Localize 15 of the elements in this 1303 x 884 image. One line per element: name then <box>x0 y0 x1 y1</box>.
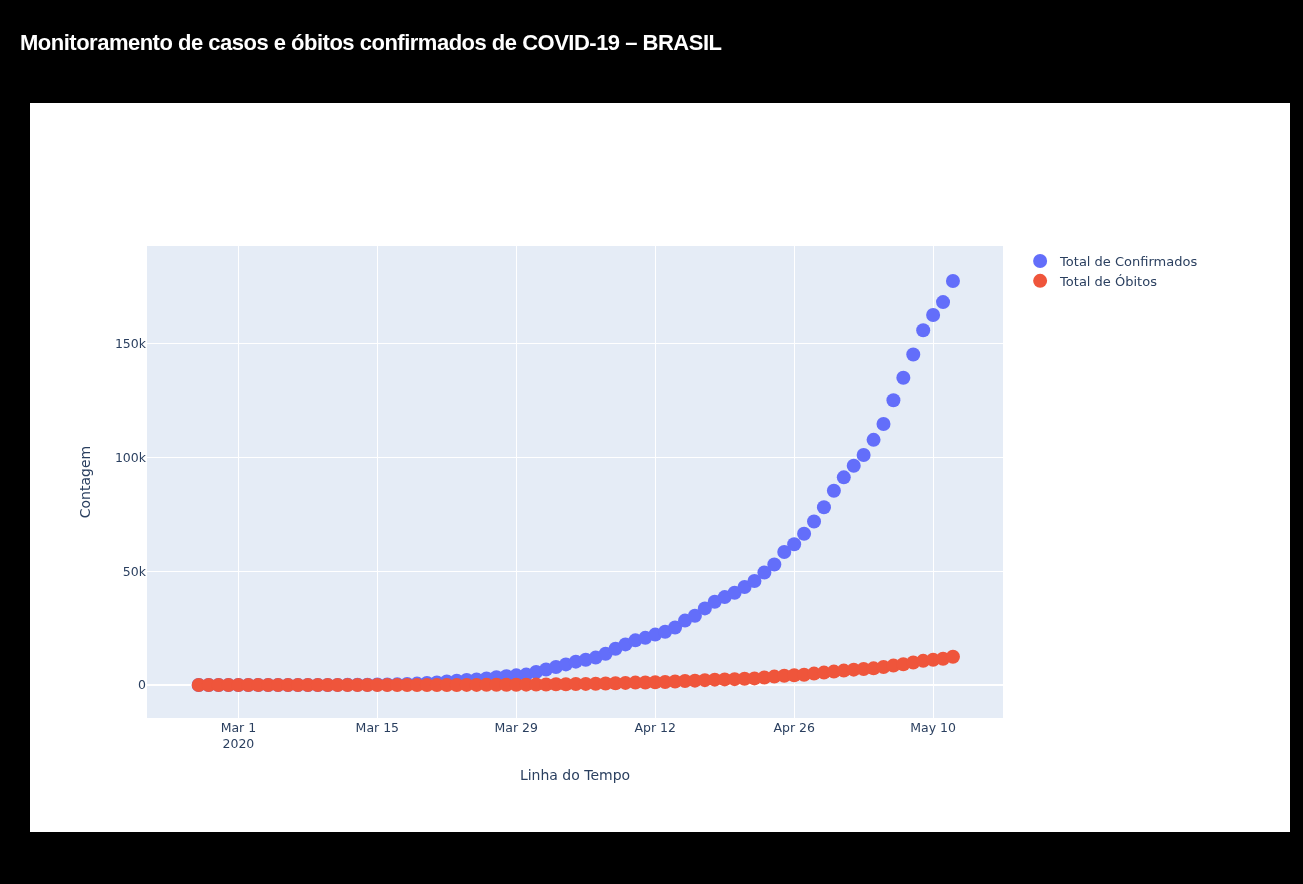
x-tick-label: Mar 29 <box>494 719 539 735</box>
y-tick-label: 50k <box>122 563 147 579</box>
x-tick-label: Mar 1 2020 <box>220 719 257 751</box>
y-tick-label: 100k <box>114 449 147 465</box>
x-axis-title: Linha do Tempo <box>519 767 631 784</box>
y-tick-label: 150k <box>114 336 147 352</box>
y-axis-title: Contagem <box>77 445 94 519</box>
x-tick-label: Mar 15 <box>355 719 400 735</box>
x-tick-label: Apr 12 <box>634 719 676 735</box>
chart-title: Monitoramento de casos e óbitos confirmados de COVID-19 – BRASIL <box>20 30 722 56</box>
legend-label: Total de Confirmados <box>1059 254 1198 270</box>
y-tick-label: 0 <box>138 677 147 693</box>
x-tick-label: May 10 <box>910 719 957 735</box>
x-tick-label: Apr 26 <box>773 719 815 735</box>
legend-label: Total de Óbitos <box>1059 273 1158 289</box>
